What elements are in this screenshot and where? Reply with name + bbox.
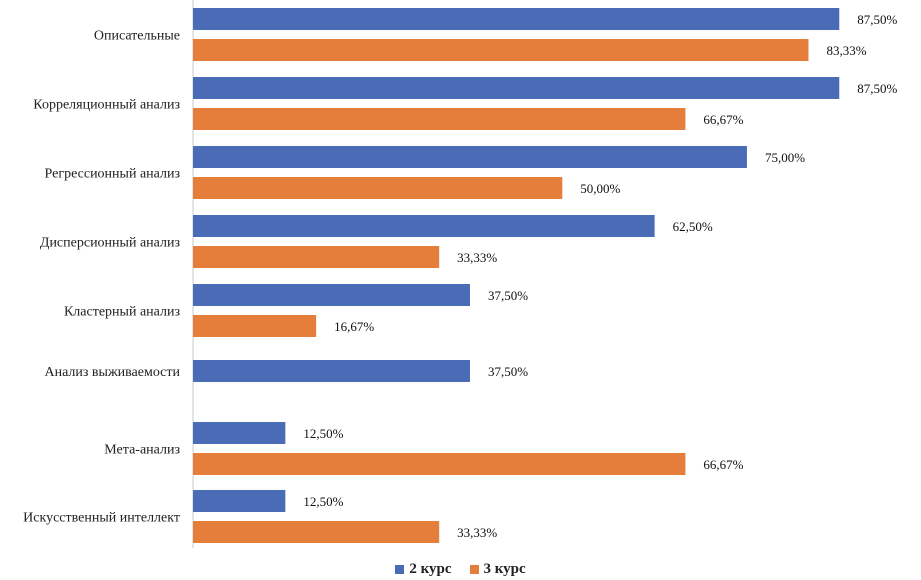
bar-3-kurs	[193, 177, 563, 199]
legend: 2 курс 3 курс	[0, 561, 921, 578]
legend-label-2-kurs: 2 курс	[409, 561, 452, 577]
bar-3-kurs	[193, 453, 686, 475]
data-label: 50,00%	[580, 181, 620, 196]
data-label: 83,33%	[826, 43, 866, 58]
data-label: 16,67%	[334, 319, 374, 334]
bar-3-kurs	[193, 246, 440, 268]
data-label: 37,50%	[488, 364, 528, 379]
legend-label-3-kurs: 3 курс	[483, 561, 526, 577]
data-label: 75,00%	[765, 150, 805, 165]
bar-2-kurs	[193, 146, 747, 168]
bar-2-kurs	[193, 284, 470, 306]
bar-2-kurs	[193, 215, 655, 237]
bars-group	[193, 8, 840, 543]
data-label: 33,33%	[457, 250, 497, 265]
category-label: Мета-анализ	[104, 443, 180, 458]
bar-3-kurs	[193, 39, 809, 61]
category-label: Корреляционный анализ	[33, 98, 180, 113]
data-label: 66,67%	[703, 457, 743, 472]
bar-3-kurs	[193, 315, 317, 337]
legend-swatch-3-kurs	[469, 565, 479, 574]
legend-item-2-kurs: 2 курс	[395, 561, 452, 578]
legend-swatch-2-kurs	[395, 565, 405, 574]
category-label: Кластерный анализ	[64, 305, 180, 320]
category-label: Искусственный интеллект	[23, 511, 180, 526]
bar-2-kurs	[193, 422, 286, 444]
category-labels-group: Описательные Корреляционный анализ Регресс…	[23, 29, 180, 526]
bar-2-kurs	[193, 360, 470, 382]
data-label: 12,50%	[303, 426, 343, 441]
data-label: 12,50%	[303, 494, 343, 509]
legend-item-3-kurs: 3 курс	[469, 561, 526, 578]
bar-3-kurs	[193, 521, 440, 543]
value-labels-group: 87,50% 83,33% 87,50% 66,67% 75,00% 50,00% 62,5…	[303, 12, 897, 540]
data-label: 87,50%	[857, 81, 897, 96]
data-label: 37,50%	[488, 288, 528, 303]
bar-2-kurs	[193, 8, 840, 30]
data-label: 87,50%	[857, 12, 897, 27]
data-label: 66,67%	[703, 112, 743, 127]
bar-3-kurs	[193, 108, 686, 130]
bar-2-kurs	[193, 77, 840, 99]
bar-2-kurs	[193, 490, 286, 512]
data-label: 33,33%	[457, 525, 497, 540]
category-label: Анализ выживаемости	[44, 365, 180, 380]
category-label: Описательные	[94, 29, 180, 44]
category-label: Регрессионный анализ	[45, 167, 181, 182]
category-label: Дисперсионный анализ	[40, 236, 181, 251]
data-label: 62,50%	[673, 219, 713, 234]
